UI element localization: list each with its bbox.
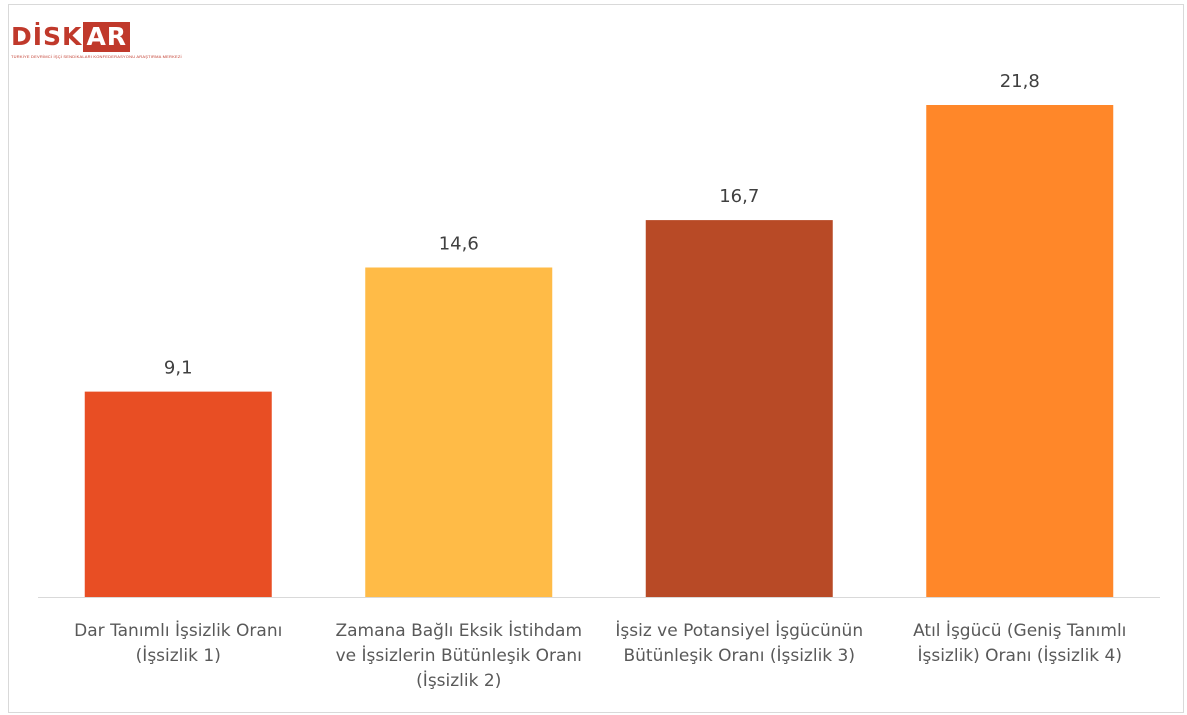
category-label-line: (İşsizlik 2) xyxy=(416,670,501,691)
category-label-line: (İşsizlik 1) xyxy=(136,645,221,666)
value-label-2: 14,6 xyxy=(439,233,479,254)
value-label-4: 21,8 xyxy=(1000,71,1040,92)
bars-group xyxy=(84,105,1114,597)
chart-frame xyxy=(8,4,1184,713)
value-labels-group: 9,1 14,6 16,7 21,8 xyxy=(164,71,1040,379)
logo-word-box: AR xyxy=(83,22,131,52)
category-label-line: İşsiz ve Potansiyel İşgücünün xyxy=(615,620,863,641)
category-label-3: İşsiz ve Potansiyel İşgücünün Bütünleşik … xyxy=(615,620,863,666)
bar-3 xyxy=(645,220,833,597)
category-label-line: Zamana Bağlı Eksik İstihdam xyxy=(335,620,582,641)
value-label-1: 9,1 xyxy=(164,358,193,379)
logo-tagline: TÜRKİYE DEVRİMCİ İŞÇİ SENDİKALARI KONFED… xyxy=(11,54,182,59)
logo-wordmark: DİSK AR xyxy=(11,22,131,52)
category-label-line: Bütünleşik Oranı (İşsizlik 3) xyxy=(623,645,855,666)
category-label-1: Dar Tanımlı İşsizlik Oranı (İşsizlik 1) xyxy=(74,620,282,666)
diskar-logo: DİSK AR TÜRKİYE DEVRİMCİ İŞÇİ SENDİKALARI… xyxy=(11,22,182,66)
bar-1 xyxy=(84,391,272,597)
category-label-2: Zamana Bağlı Eksik İstihdam ve İşsizlerin… xyxy=(335,620,582,691)
value-label-3: 16,7 xyxy=(719,186,759,207)
category-label-4: Atıl İşgücü (Geniş Tanımlı İşsizlik) Oran… xyxy=(913,620,1126,666)
category-label-line: ve İşsizlerin Bütünleşik Oranı xyxy=(336,645,582,666)
bar-2 xyxy=(365,267,553,597)
category-labels-group: Dar Tanımlı İşsizlik Oranı (İşsizlik 1) Za… xyxy=(74,620,1126,691)
bar-4 xyxy=(926,105,1114,597)
logo-word-main: DİSK xyxy=(11,22,83,51)
category-label-line: Dar Tanımlı İşsizlik Oranı xyxy=(74,620,282,641)
category-label-line: İşsizlik) Oranı (İşsizlik 4) xyxy=(917,645,1122,666)
category-label-line: Atıl İşgücü (Geniş Tanımlı xyxy=(913,620,1126,641)
